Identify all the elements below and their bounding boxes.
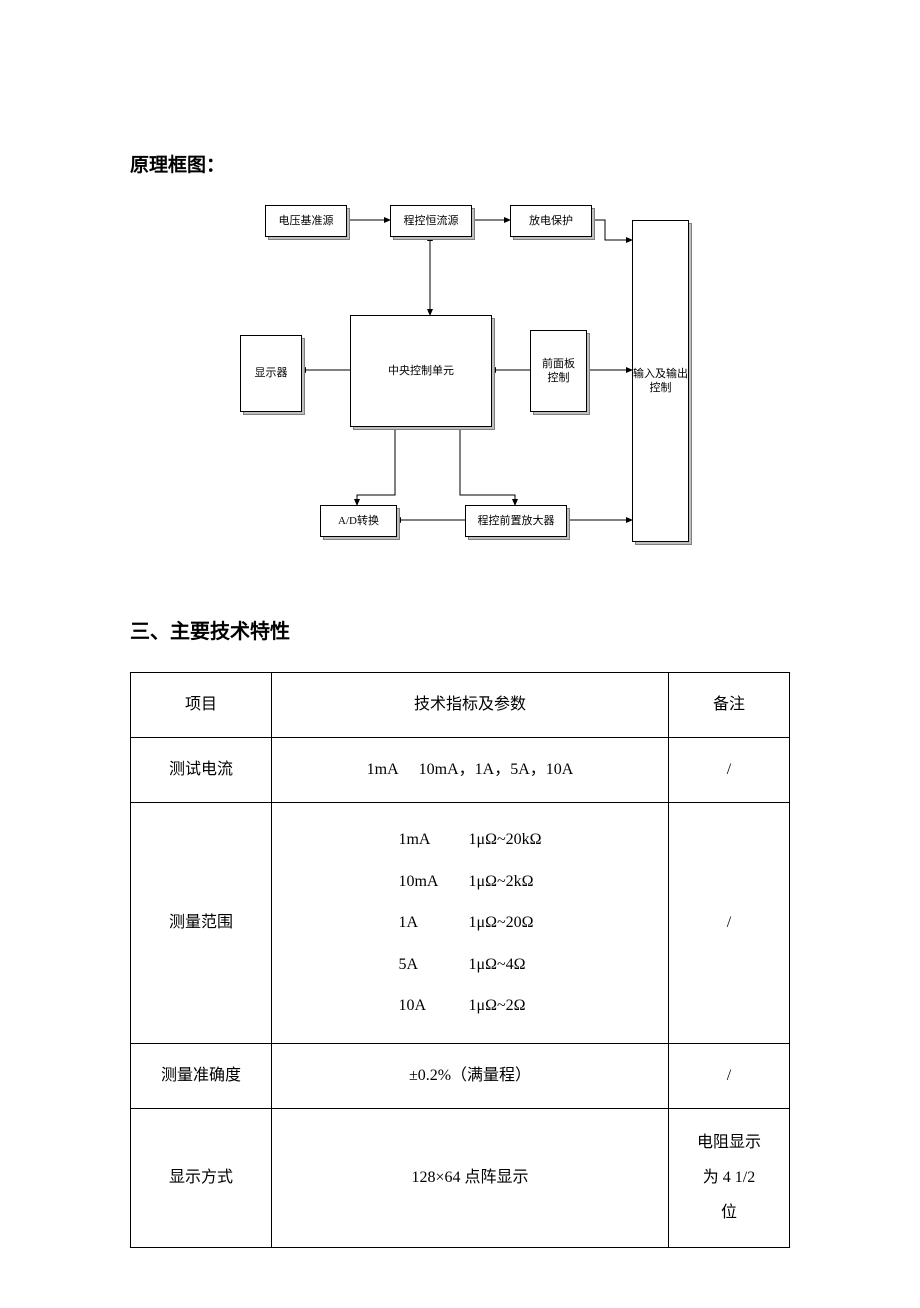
- cell-note: /: [669, 1043, 790, 1108]
- table-row: 测试电流1mA 10mA，1A，5A，10A/: [131, 738, 790, 803]
- node-cpu: 中央控制单元: [350, 315, 492, 427]
- cell-note: /: [669, 803, 790, 1044]
- cell-spec: 128×64 点阵显示: [272, 1108, 669, 1247]
- node-adc: A/D转换: [320, 505, 397, 537]
- node-vref: 电压基准源: [265, 205, 347, 237]
- cell-item: 测量准确度: [131, 1043, 272, 1108]
- th-item: 项目: [131, 673, 272, 738]
- node-disp: 显示器: [240, 335, 302, 412]
- cell-note: 电阻显示为 4 1/2位: [669, 1108, 790, 1247]
- th-spec: 技术指标及参数: [272, 673, 669, 738]
- document-page: 原理框图： 电压基准源 程控恒流源 放电保护显示器中央控制单元前面板控制输入及输出控…: [0, 0, 920, 1308]
- node-io: 输入及输出控制: [632, 220, 689, 542]
- cell-spec: 1mA1μΩ~20kΩ10mA1μΩ~2kΩ1A1μΩ~20Ω5A1μΩ~4Ω1…: [272, 803, 669, 1044]
- table-header-row: 项目 技术指标及参数 备注: [131, 673, 790, 738]
- diagram-heading: 原理框图：: [130, 150, 790, 177]
- table-row: 测量范围1mA1μΩ~20kΩ10mA1μΩ~2kΩ1A1μΩ~20Ω5A1μΩ…: [131, 803, 790, 1044]
- cell-note: /: [669, 738, 790, 803]
- cell-spec: 1mA 10mA，1A，5A，10A: [272, 738, 669, 803]
- spec-table: 项目 技术指标及参数 备注 测试电流1mA 10mA，1A，5A，10A/测量范…: [130, 672, 790, 1248]
- cell-item: 测试电流: [131, 738, 272, 803]
- th-note: 备注: [669, 673, 790, 738]
- cell-item: 显示方式: [131, 1108, 272, 1247]
- cell-spec: ±0.2%（满量程）: [272, 1043, 669, 1108]
- table-row: 显示方式128×64 点阵显示电阻显示为 4 1/2位: [131, 1108, 790, 1247]
- table-row: 测量准确度±0.2%（满量程）/: [131, 1043, 790, 1108]
- node-preamp: 程控前置放大器: [465, 505, 567, 537]
- section-title: 三、主要技术特性: [130, 615, 790, 644]
- node-panel: 前面板控制: [530, 330, 587, 412]
- cell-item: 测量范围: [131, 803, 272, 1044]
- node-disch: 放电保护: [510, 205, 592, 237]
- node-isrc: 程控恒流源: [390, 205, 472, 237]
- block-diagram: 电压基准源 程控恒流源 放电保护显示器中央控制单元前面板控制输入及输出控制 A/D转换…: [210, 195, 710, 565]
